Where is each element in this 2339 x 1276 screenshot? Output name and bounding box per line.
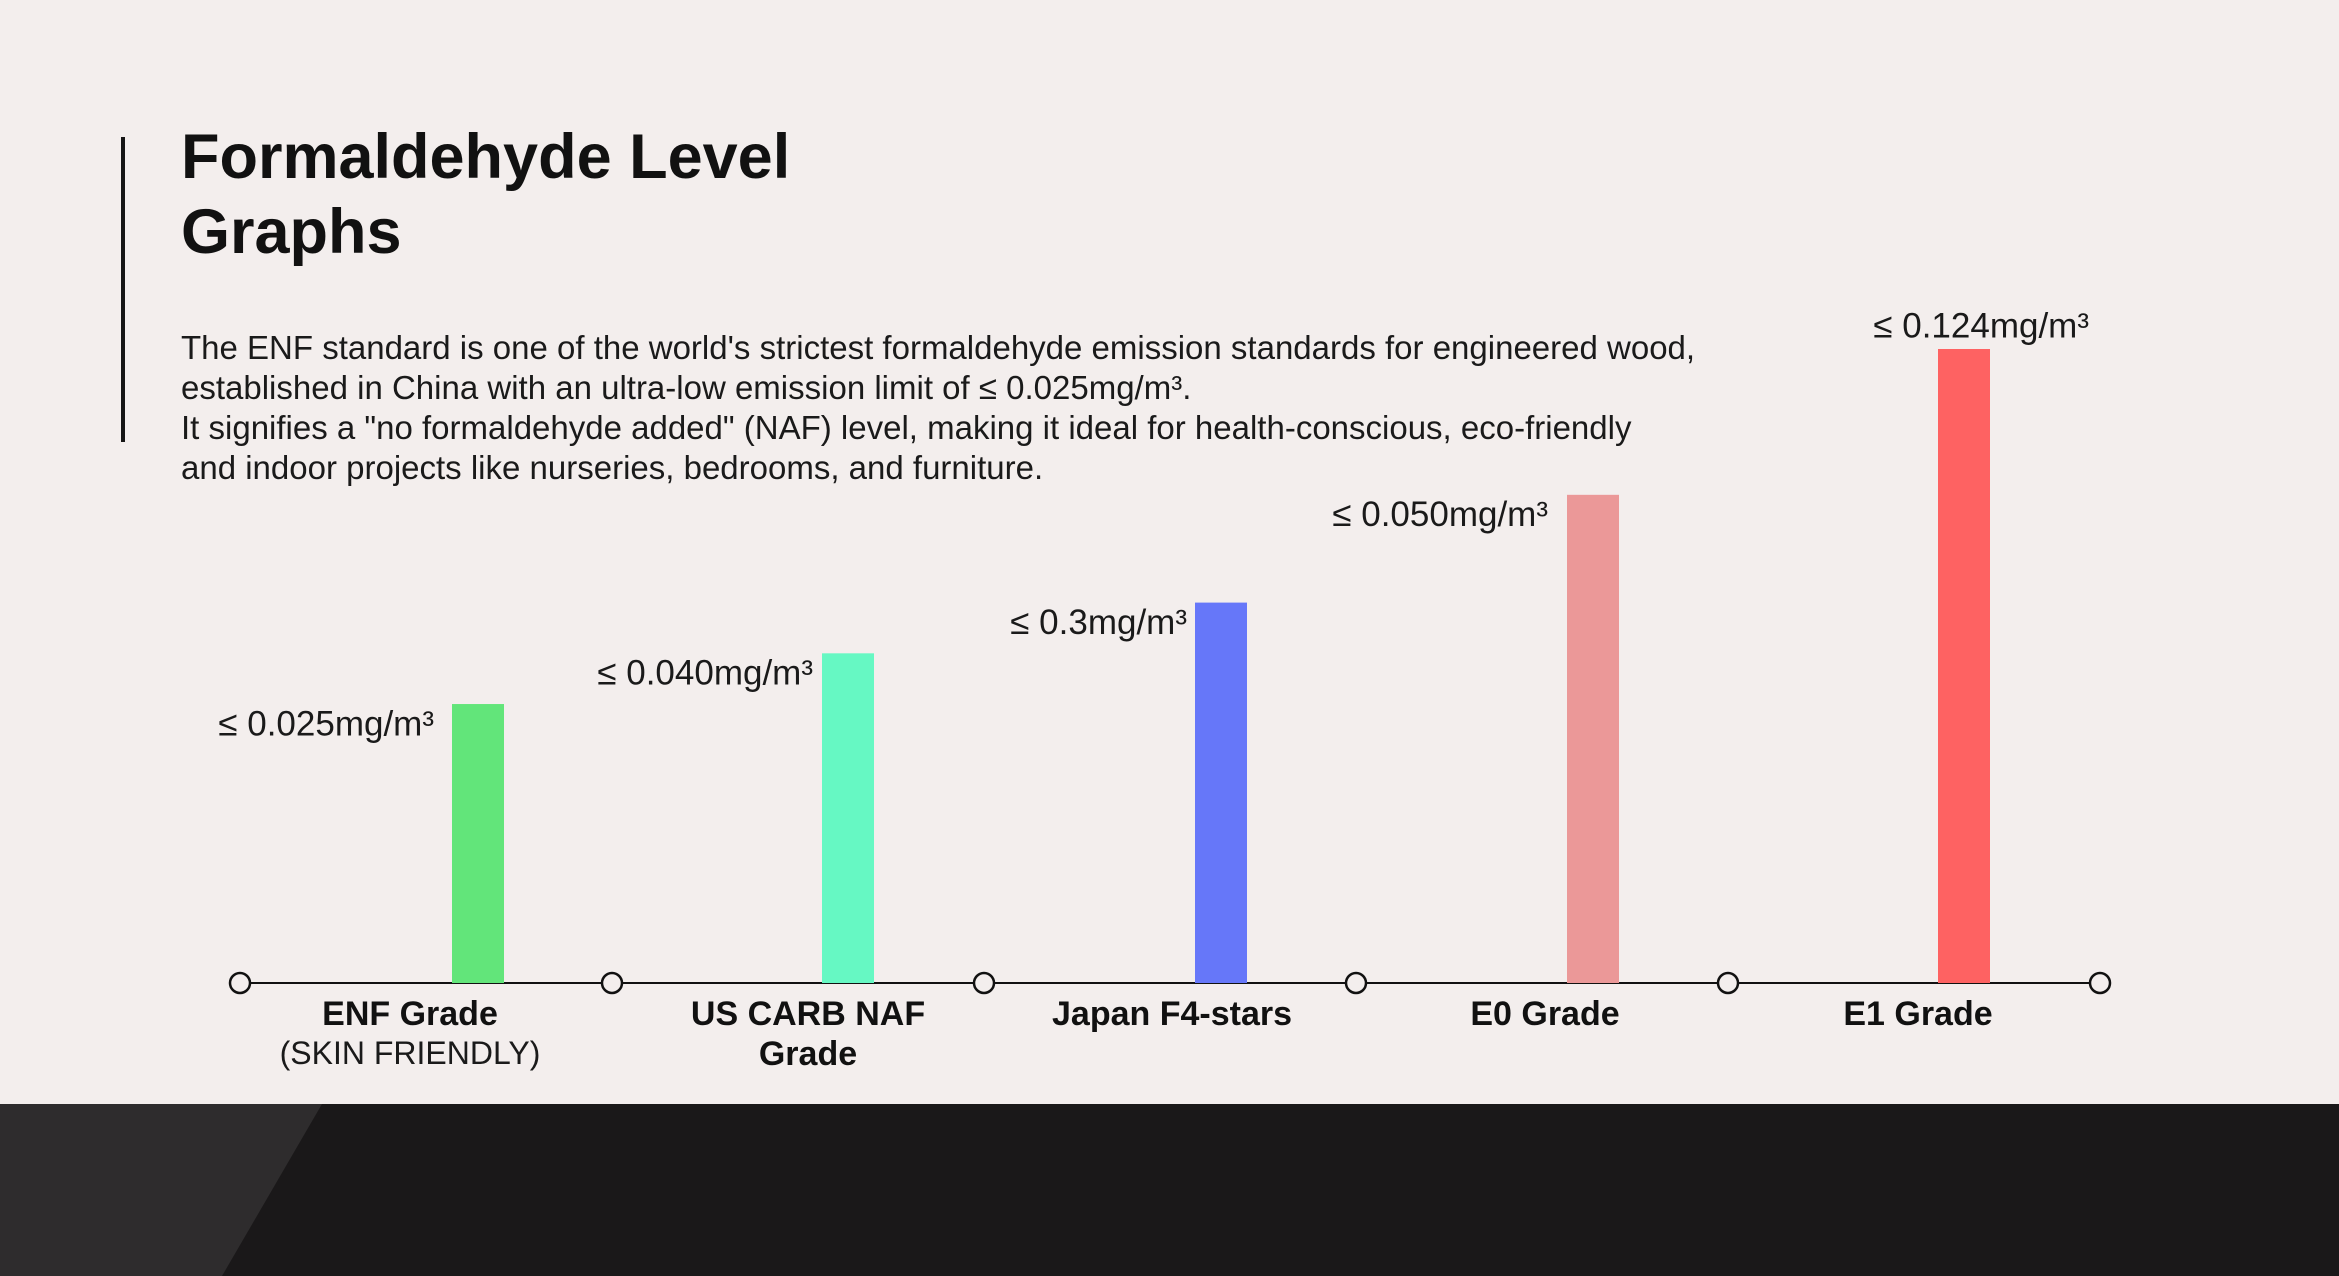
category-label: Japan F4-stars [1052,995,1292,1033]
value-label: ≤ 0.124mg/m³ [1873,306,2089,345]
category-label: E1 Grade [1843,995,1992,1033]
category-label: US CARB NAF [691,995,925,1033]
value-label: ≤ 0.050mg/m³ [1332,495,1548,534]
bar [1938,349,1990,983]
axis-marker-circle [228,971,252,995]
value-label: ≤ 0.040mg/m³ [597,654,813,693]
description-line: established in China with an ultra-low e… [181,369,1192,406]
category-label: ENF Grade [322,995,498,1033]
value-label: ≤ 0.3mg/m³ [1010,603,1187,642]
bar [452,704,504,983]
footer-band [0,1104,2339,1276]
description: The ENF standard is one of the world's s… [181,328,2081,488]
formaldehyde-bar-chart: ≤ 0.025mg/m³ ENF Grade(SKIN FRIENDLY) ≤ 0.… [218,306,2112,1073]
title-accent-bar [121,137,125,442]
description-line: The ENF standard is one of the world's s… [181,329,1696,366]
category-sublabel: (SKIN FRIENDLY) [280,1035,541,1071]
title-line-1: Formaldehyde Level [181,122,791,192]
description-line: It signifies a "no formaldehyde added" (… [181,409,1632,446]
category-label: E0 Grade [1470,995,1619,1033]
category-label: Grade [759,1035,857,1073]
title-line-2: Graphs [181,197,402,267]
axis-marker-circle [2088,971,2112,995]
axis-marker-circle [972,971,996,995]
axis-marker-circle [1344,971,1368,995]
footer-accent-shape [0,1104,322,1276]
page-title: Formaldehyde Level Graphs [181,120,1081,270]
description-line: and indoor projects like nurseries, bedr… [181,449,1044,486]
axis-marker-circle [1716,971,1740,995]
bar [1567,494,1619,983]
value-label: ≤ 0.025mg/m³ [218,704,434,743]
bar [1195,602,1247,983]
bar [822,653,874,983]
axis-marker-circle [600,971,624,995]
